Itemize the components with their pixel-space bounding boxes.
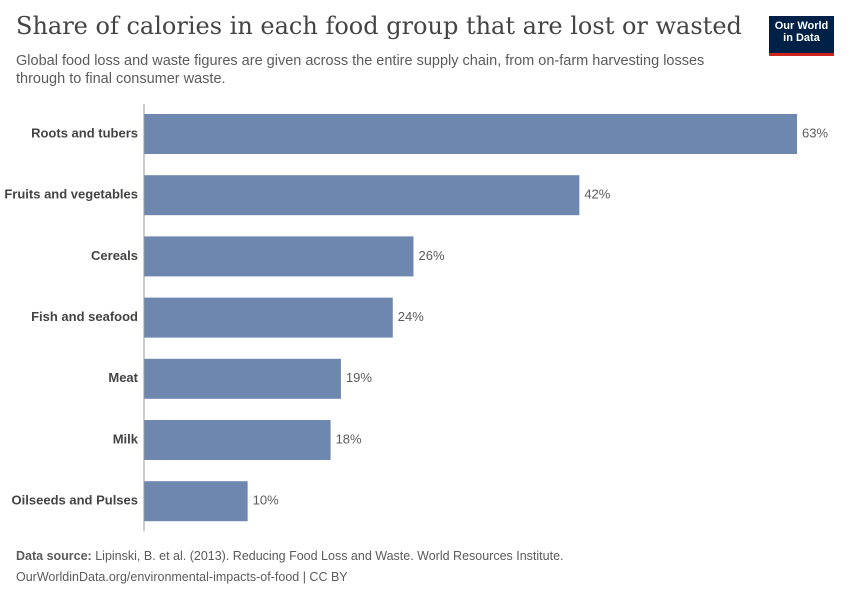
source-label: Data source:: [16, 549, 92, 563]
y-tick-label: Fruits and vegetables: [4, 187, 138, 202]
source: Data source: Lipinski, B. et al. (2013).…: [16, 549, 564, 563]
logo-line: in Data: [783, 32, 820, 44]
bar: [144, 358, 341, 399]
value-label: 26%: [418, 248, 444, 263]
bar: [144, 297, 393, 338]
y-tick-label: Fish and seafood: [31, 309, 138, 324]
chart-subtitle: Global food loss and waste figures are g…: [16, 53, 705, 87]
y-tick-label: Meat: [108, 370, 138, 385]
y-tick-label: Oilseeds and Pulses: [12, 493, 138, 508]
value-label: 42%: [584, 187, 610, 202]
source-text: Lipinski, B. et al. (2013). Reducing Foo…: [95, 549, 564, 563]
logo-line: Our World: [774, 20, 829, 32]
value-label: 63%: [802, 125, 828, 140]
bar: [144, 481, 248, 522]
y-tick-label: Cereals: [91, 248, 138, 263]
bar: [144, 420, 331, 460]
value-label: 10%: [253, 493, 279, 508]
value-label: 19%: [346, 370, 372, 385]
bar: [144, 236, 414, 277]
chart-title: Share of calories in each food group tha…: [16, 12, 742, 40]
value-label: 24%: [398, 309, 424, 324]
bar: [144, 175, 580, 216]
y-tick-label: Roots and tubers: [31, 125, 138, 140]
y-tick-label: Milk: [113, 431, 139, 446]
source-url[interactable]: OurWorldinData.org/environmental-impacts…: [16, 570, 348, 584]
value-label: 18%: [336, 431, 362, 446]
bar: [144, 114, 797, 154]
logo[interactable]: Our World in Data: [769, 16, 834, 56]
